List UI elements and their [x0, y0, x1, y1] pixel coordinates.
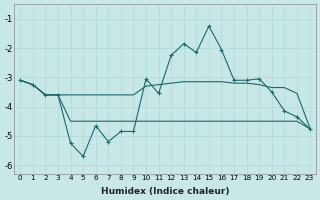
X-axis label: Humidex (Indice chaleur): Humidex (Indice chaleur): [100, 187, 229, 196]
